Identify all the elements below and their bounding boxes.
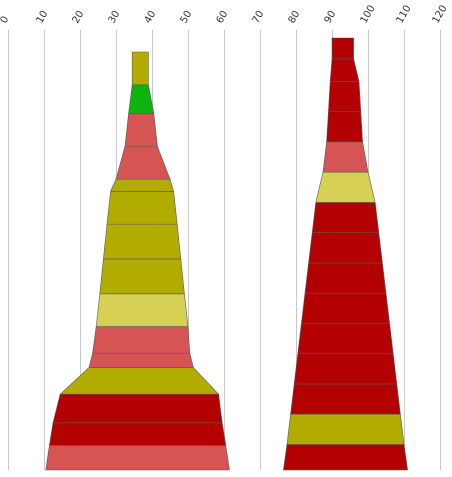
funnel-1-segment-14 <box>128 84 155 114</box>
funnel-1-segment-12 <box>115 145 171 180</box>
funnel-1-segment-1 <box>45 445 230 471</box>
funnel-2-segment-2 <box>286 413 405 445</box>
funnel-2-segment-7 <box>304 262 387 294</box>
funnel-1-segment-15 <box>131 51 149 86</box>
x-tick-label-120: 120 <box>431 3 450 25</box>
funnel-2-segment-14 <box>329 58 360 82</box>
x-tick-label-0: 0 <box>0 14 11 25</box>
funnel-1-segment-7 <box>95 293 189 327</box>
funnel-1-segment-2 <box>49 422 227 446</box>
funnel-1-segment-6 <box>92 326 191 354</box>
x-tick-label-70: 70 <box>251 9 267 26</box>
x-tick-label-20: 20 <box>71 9 87 26</box>
x-tick-label-30: 30 <box>107 9 123 26</box>
funnel-1-segment-3 <box>52 393 223 424</box>
funnel-2-segment-6 <box>301 292 390 324</box>
funnel-1-segment-11 <box>110 178 175 192</box>
x-tick-label-40: 40 <box>143 9 159 26</box>
x-tick-label-60: 60 <box>215 9 231 26</box>
funnel-2-segment-13 <box>328 81 362 113</box>
funnel-1-segment-9 <box>103 223 182 260</box>
funnel-2-segment-1 <box>283 444 408 471</box>
x-tick-label-110: 110 <box>395 3 414 25</box>
funnel-2-segment-4 <box>293 353 398 385</box>
funnel-1-segment-4 <box>59 367 220 395</box>
funnel-bars <box>45 37 408 471</box>
funnel-2-segment-12 <box>326 111 363 143</box>
x-tick-label-50: 50 <box>179 9 195 26</box>
x-axis-tick-labels: 0 10 20 30 40 50 60 70 80 90 100 110 120 <box>0 3 450 25</box>
funnel-2-segment-3 <box>290 383 401 415</box>
funnel-2-segment-9 <box>311 202 380 234</box>
funnel-1-segment-13 <box>124 113 158 147</box>
funnel-1-segment-8 <box>99 258 185 295</box>
funnel-2-segment-15 <box>331 37 354 60</box>
funnel-1-segment-10 <box>106 191 178 225</box>
x-tick-label-80: 80 <box>287 9 303 26</box>
funnel-2-segment-11 <box>322 141 369 173</box>
x-tick-label-100: 100 <box>359 3 378 25</box>
funnel-1-segment-5 <box>88 352 194 368</box>
x-tick-label-90: 90 <box>323 9 339 26</box>
funnel-2-segment-5 <box>297 323 394 355</box>
x-tick-label-10: 10 <box>35 9 51 26</box>
funnel-2-segment-10 <box>315 171 376 203</box>
funnel-2-segment-8 <box>308 232 383 264</box>
